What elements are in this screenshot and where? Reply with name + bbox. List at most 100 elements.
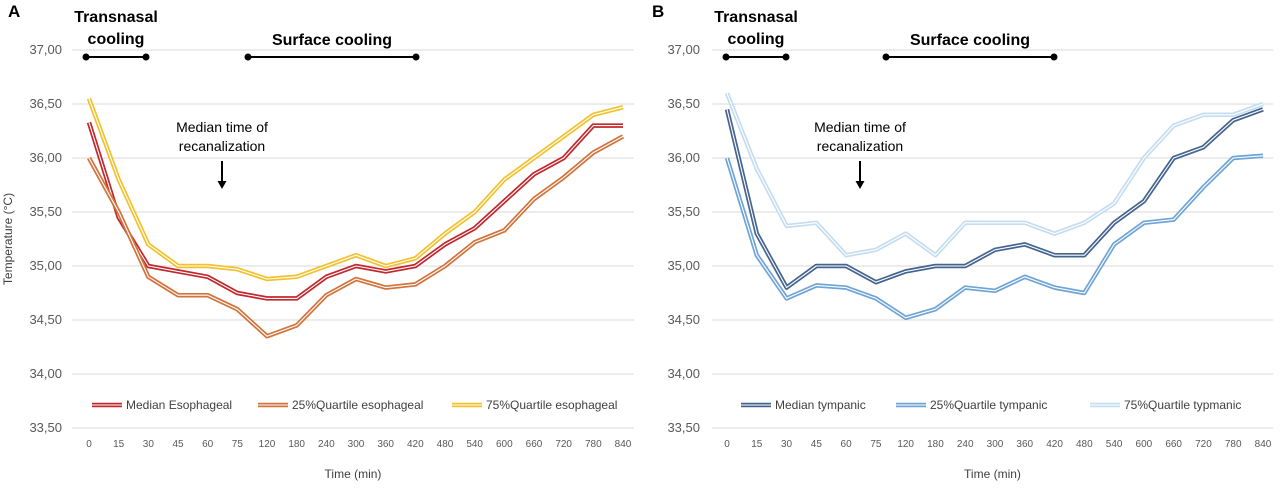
x-tick-label: 0 xyxy=(86,439,92,450)
surface-bar-end xyxy=(412,53,420,61)
transnasal-label: cooling xyxy=(728,31,785,48)
x-tick-label: 660 xyxy=(1165,439,1182,450)
transnasal-bar-end xyxy=(142,53,150,61)
panel-label: B xyxy=(652,2,664,21)
legend-item: Median Esophageal xyxy=(92,398,232,412)
legend-label: 25%Quartile tympanic xyxy=(930,398,1047,412)
y-tick-label: 34,00 xyxy=(29,366,62,381)
y-tick-label: 36,00 xyxy=(667,150,700,165)
x-tick-label: 720 xyxy=(1195,439,1212,450)
legend-item: 25%Quartile tympanic xyxy=(896,398,1047,412)
y-tick-label: 35,00 xyxy=(29,258,62,273)
x-tick-label: 240 xyxy=(318,439,335,450)
series-2 xyxy=(724,153,1264,321)
transnasal-bar-end xyxy=(782,53,790,61)
x-tick-label: 480 xyxy=(437,439,454,450)
x-tick-label: 360 xyxy=(377,439,394,450)
x-tick-label: 15 xyxy=(751,439,763,450)
y-axis-title: Temperature (°C) xyxy=(1,193,15,285)
legend-item: 75%Quartile esophageal xyxy=(452,398,617,412)
series-line-core xyxy=(88,135,624,337)
x-tick-label: 480 xyxy=(1076,439,1093,450)
series-line xyxy=(86,97,624,282)
recanalization-arrow-head xyxy=(217,181,227,189)
x-tick-label: 420 xyxy=(407,439,424,450)
chart-panel-b: B 33,50 34,00 34,50 35,00 35,50 36,00 36,50 37,0… xyxy=(652,2,1273,481)
x-tick-label: 120 xyxy=(259,439,276,450)
surface-bar-end xyxy=(1050,53,1058,61)
x-tick-label: 780 xyxy=(585,439,602,450)
transnasal-label: Transnasal xyxy=(714,9,798,26)
surface-cooling-label: Surface cooling xyxy=(910,32,1030,49)
x-tick-label: 300 xyxy=(987,439,1004,450)
x-tick-label: 660 xyxy=(526,439,543,450)
y-tick-label: 37,00 xyxy=(667,42,700,57)
x-tick-label: 240 xyxy=(957,439,974,450)
y-tick-label: 34,00 xyxy=(667,366,700,381)
y-tick-label: 34,50 xyxy=(667,312,700,327)
x-tick-label: 600 xyxy=(1136,439,1153,450)
y-tick-label: 33,50 xyxy=(667,420,700,435)
recanalization-label: Median time of xyxy=(176,119,268,135)
series-line xyxy=(724,92,1264,258)
series-line-core xyxy=(88,98,624,280)
x-tick-label: 30 xyxy=(781,439,793,450)
x-tick-label: 75 xyxy=(870,439,882,450)
x-tick-label: 840 xyxy=(615,439,632,450)
series-3 xyxy=(86,97,624,282)
x-tick-label: 780 xyxy=(1225,439,1242,450)
transnasal-bar-end xyxy=(82,53,90,61)
legend-item: 75%Quartile typmanic xyxy=(1090,398,1241,412)
y-tick-label: 35,50 xyxy=(29,204,62,219)
series-3 xyxy=(724,92,1264,258)
surface-cooling-label: Surface cooling xyxy=(272,32,392,49)
y-tick-label: 35,50 xyxy=(667,204,700,219)
y-tick-label: 35,00 xyxy=(667,258,700,273)
y-tick-label: 34,50 xyxy=(29,312,62,327)
surface-bar-end xyxy=(244,53,252,61)
panel-label: A xyxy=(8,2,20,21)
recanalization-label: Median time of xyxy=(814,119,906,135)
x-tick-label: 600 xyxy=(496,439,513,450)
series-line xyxy=(724,153,1264,321)
x-axis-title: Time (min) xyxy=(964,467,1021,481)
transnasal-label: cooling xyxy=(88,31,145,48)
legend-label: 75%Quartile typmanic xyxy=(1124,398,1241,412)
series-line-core xyxy=(726,155,1264,319)
legend-label: 25%Quartile esophageal xyxy=(292,398,423,412)
x-tick-label: 15 xyxy=(113,439,125,450)
chart-panel-a: A 33,50 34,00 34,50 35,00 35,50 36,00 36,50 37,0… xyxy=(1,2,634,481)
x-tick-label: 60 xyxy=(841,439,853,450)
x-tick-label: 540 xyxy=(1106,439,1123,450)
x-tick-label: 180 xyxy=(927,439,944,450)
legend-item: Median tympanic xyxy=(741,398,866,412)
series-line xyxy=(87,134,625,339)
y-tick-label: 36,50 xyxy=(29,96,62,111)
series-line-core xyxy=(88,122,623,299)
series-line xyxy=(724,107,1264,290)
x-tick-label: 180 xyxy=(288,439,305,450)
x-tick-label: 540 xyxy=(466,439,483,450)
series-1 xyxy=(86,121,623,301)
legend-label: Median tympanic xyxy=(775,398,866,412)
x-tick-label: 60 xyxy=(202,439,214,450)
series-line-core xyxy=(726,92,1264,256)
legend-label: 75%Quartile esophageal xyxy=(486,398,617,412)
recanalization-arrow-head xyxy=(855,181,865,189)
transnasal-bar-end xyxy=(722,53,730,61)
x-tick-label: 720 xyxy=(555,439,572,450)
x-tick-label: 0 xyxy=(724,439,730,450)
transnasal-label: Transnasal xyxy=(74,9,158,26)
x-tick-label: 420 xyxy=(1046,439,1063,450)
series-1 xyxy=(724,107,1264,290)
legend-label: Median Esophageal xyxy=(126,398,232,412)
x-tick-label: 360 xyxy=(1016,439,1033,450)
x-tick-label: 300 xyxy=(348,439,365,450)
x-tick-label: 45 xyxy=(172,439,184,450)
surface-bar-end xyxy=(882,53,890,61)
legend-item: 25%Quartile esophageal xyxy=(258,398,423,412)
y-tick-label: 37,00 xyxy=(29,42,62,57)
series-line-core xyxy=(726,108,1264,289)
x-tick-label: 75 xyxy=(232,439,244,450)
